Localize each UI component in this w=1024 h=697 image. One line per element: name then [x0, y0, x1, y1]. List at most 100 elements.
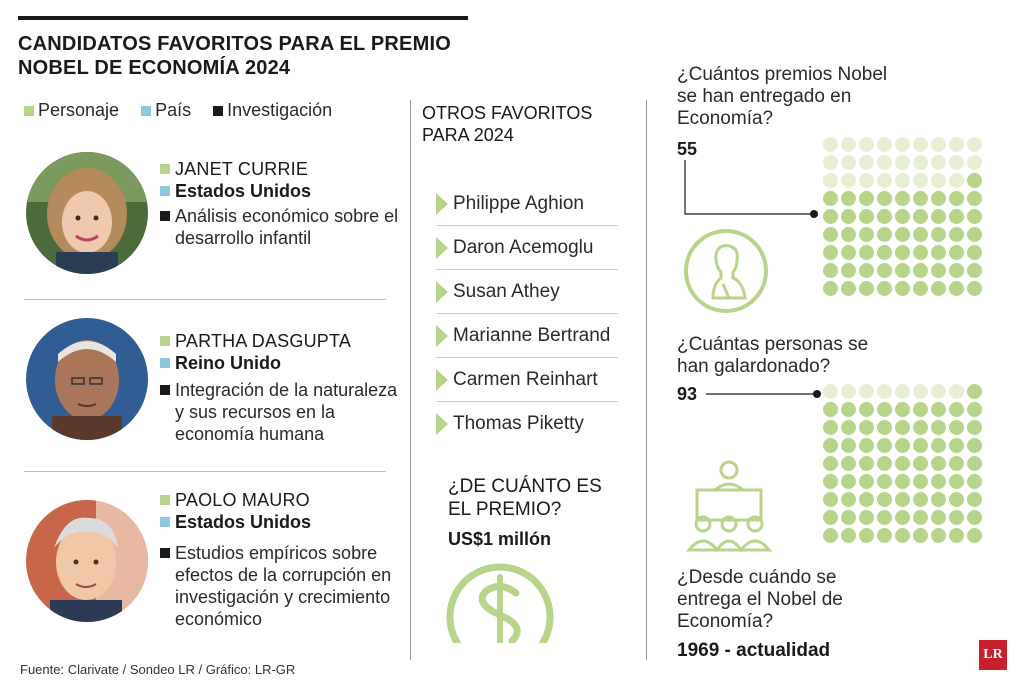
dot-filled [949, 528, 964, 543]
dot-empty [949, 155, 964, 170]
dot-filled [877, 245, 892, 260]
prizes-count: 55 [677, 139, 698, 159]
candidate-research: Integración de la naturaleza y sus recur… [175, 380, 398, 444]
dot-filled [949, 281, 964, 296]
dot-empty [895, 384, 910, 399]
dot-filled [859, 420, 874, 435]
dot-filled [967, 281, 982, 296]
dot-empty [913, 173, 928, 188]
dot-filled [859, 492, 874, 507]
dot-empty [841, 155, 856, 170]
candidate-photo-paolo-mauro [26, 500, 148, 622]
dot-filled [931, 492, 946, 507]
dot-empty [877, 155, 892, 170]
other-name: Marianne Bertrand [453, 324, 611, 346]
dot-empty [823, 384, 838, 399]
dot-filled [841, 492, 856, 507]
other-name: Thomas Piketty [453, 413, 584, 434]
prizes-dot-grid [823, 137, 982, 296]
candidate-photo-janet-currie [26, 152, 148, 274]
dot-filled [823, 456, 838, 471]
dot-empty [967, 137, 982, 152]
dot-filled [967, 209, 982, 224]
dot-filled [949, 474, 964, 489]
dot-filled [967, 384, 982, 399]
dot-filled [823, 510, 838, 525]
dot-filled [931, 474, 946, 489]
prize-question: ¿DE CUÁNTO ES EL PREMIO? [448, 476, 602, 520]
dot-filled [931, 281, 946, 296]
dot-filled [931, 402, 946, 417]
dot-filled [895, 245, 910, 260]
dot-filled [967, 510, 982, 525]
dot-filled [823, 528, 838, 543]
dot-empty [823, 155, 838, 170]
dot-filled [967, 402, 982, 417]
dot-filled [949, 263, 964, 278]
black-square-icon [160, 211, 170, 221]
dot-filled [913, 209, 928, 224]
dot-filled [823, 227, 838, 242]
people-dot-grid [823, 384, 982, 543]
dot-filled [931, 510, 946, 525]
green-square-icon [24, 105, 34, 116]
dot-empty [841, 137, 856, 152]
other-name: Philippe Aghion [453, 192, 584, 214]
dot-filled [859, 191, 874, 206]
dot-filled [841, 528, 856, 543]
dot-filled [823, 263, 838, 278]
dot-empty [859, 384, 874, 399]
dot-filled [895, 402, 910, 417]
dot-filled [931, 420, 946, 435]
dot-filled [823, 245, 838, 260]
dot-filled [841, 227, 856, 242]
dot-empty [913, 137, 928, 152]
dot-filled [931, 528, 946, 543]
prizes-question: ¿Cuántos premios Nobel se han entregado … [677, 64, 888, 129]
dot-filled [913, 528, 928, 543]
dot-filled [913, 402, 928, 417]
dot-empty [895, 137, 910, 152]
dot-filled [859, 209, 874, 224]
green-square-icon [160, 164, 170, 174]
dot-empty [913, 384, 928, 399]
dot-empty [895, 155, 910, 170]
dot-filled [859, 528, 874, 543]
dot-empty [859, 173, 874, 188]
dot-filled [841, 191, 856, 206]
since-answer: 1969 - actualidad [677, 640, 831, 661]
legend-item-investigacion: Investigación [213, 100, 332, 121]
dot-filled [913, 420, 928, 435]
legend-item-personaje: Personaje [24, 100, 119, 121]
column-divider [410, 100, 411, 660]
candidate-country: Estados Unidos [175, 181, 312, 201]
top-rule [18, 16, 468, 20]
dot-filled [895, 227, 910, 242]
candidate-research: Análisis económico sobre el desarrollo i… [175, 206, 399, 248]
dot-filled [949, 438, 964, 453]
dot-empty [877, 137, 892, 152]
black-square-icon [160, 548, 170, 558]
dot-empty [895, 173, 910, 188]
dot-filled [895, 281, 910, 296]
candidate-info: PAOLO MAURO Estados Unidos Estudios empí… [160, 489, 400, 630]
dot-filled [877, 209, 892, 224]
dot-filled [931, 245, 946, 260]
legend-label: Investigación [227, 100, 333, 120]
green-square-icon [160, 495, 170, 505]
dot-filled [913, 245, 928, 260]
dot-filled [931, 456, 946, 471]
dot-filled [877, 492, 892, 507]
dot-filled [895, 510, 910, 525]
prize-amount: US$1 millón [448, 529, 552, 549]
blue-square-icon [141, 105, 152, 116]
dot-filled [895, 528, 910, 543]
candidate-photo-partha-dasgupta [26, 318, 148, 440]
dot-filled [841, 209, 856, 224]
dot-filled [949, 209, 964, 224]
dot-filled [967, 438, 982, 453]
legend-label: Personaje [38, 100, 120, 120]
since-question: ¿Desde cuándo se entrega el Nobel de Eco… [677, 567, 843, 632]
dot-filled [841, 263, 856, 278]
dot-filled [967, 528, 982, 543]
